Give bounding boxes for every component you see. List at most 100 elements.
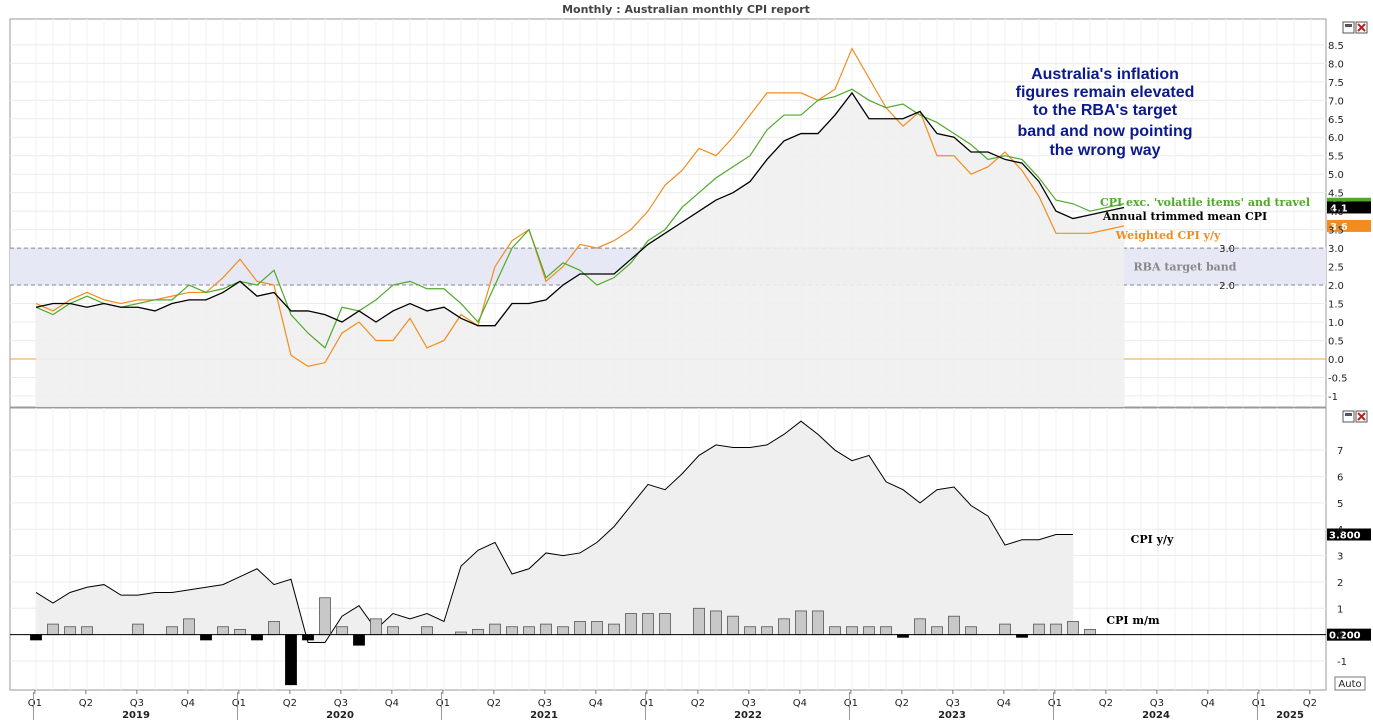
y-tick-label: 3: [1337, 552, 1343, 563]
y-tick-label: 5.0: [1328, 170, 1344, 181]
x-tick-quarter: Q2: [283, 698, 297, 709]
x-tick-quarter: Q4: [181, 698, 195, 709]
cpi-mm-bar: [863, 626, 875, 636]
last-value-badge-weighted: [1327, 219, 1371, 232]
cpi-mm-bar: [1033, 623, 1045, 636]
x-tick-quarter: Q1: [232, 698, 246, 709]
cpi-mm-bar: [506, 626, 518, 636]
x-tick-quarter: Q2: [1099, 698, 1113, 709]
cpi-yy-area: [36, 421, 1073, 643]
y-tick-label: -1: [1337, 657, 1347, 668]
cpi-mm-bar: [744, 626, 756, 636]
series-label-weighted: Weighted CPI y/y: [1115, 229, 1221, 242]
cpi-mm-bar: [353, 634, 365, 646]
chart-title: Monthly : Australian monthly CPI report: [562, 3, 810, 16]
cpi-mm-bar: [948, 615, 960, 636]
x-tick-quarter: Q4: [997, 698, 1011, 709]
cpi-mm-bar: [64, 626, 76, 636]
cpi-mm-bar: [1067, 621, 1079, 636]
cpi-mm-bar: [557, 626, 569, 636]
cpi-mm-bar: [846, 626, 858, 636]
y-tick-label: 0.0: [1328, 355, 1344, 366]
x-tick-year: 2022: [734, 710, 762, 721]
cpi-mm-bar: [710, 610, 722, 636]
x-tick-year: 2025: [1276, 710, 1304, 721]
x-tick-year: 2023: [938, 710, 966, 721]
last-value-badge-cpi-yy: [1327, 528, 1371, 541]
y-axes: 8.5 8.0 7.5 7.0 6.5 6.0 5.5 5.0 4.5 4.0 3.5 3.0 2.5 2…: [1328, 41, 1348, 668]
x-tick-year: 2021: [530, 710, 558, 721]
cpi-mm-bar: [608, 623, 620, 636]
cpi-mm-bar: [1084, 628, 1096, 636]
close-icon[interactable]: [1355, 410, 1368, 423]
y-tick-label: 3.5: [1328, 226, 1344, 237]
cpi-mm-bar: [659, 613, 671, 636]
annotation-line: the wrong way: [1049, 142, 1160, 159]
cpi-mm-bar: [1050, 623, 1062, 636]
y-tick-label: -1: [1328, 392, 1338, 403]
y-tick-label: 4.0: [1328, 207, 1344, 218]
cpi-mm-bar: [931, 626, 943, 636]
maximize-icon[interactable]: [1342, 21, 1355, 34]
cpi-mm-bar: [268, 621, 280, 636]
x-tick-quarter: Q4: [793, 698, 807, 709]
band-label: RBA target band: [1134, 261, 1237, 274]
cpi-mm-bar: [727, 615, 739, 636]
upper-series: 3.0 2.0 RBA target band Weighted CPI y/y 3.6…: [10, 47, 1371, 408]
series-line-trimmed: [35, 91, 1125, 327]
y-tick-label: 6.5: [1328, 115, 1344, 126]
cpi-mm-bar: [81, 626, 93, 636]
annotation-line: figures remain elevated: [1016, 84, 1195, 101]
cpi-mm-bar: [642, 613, 654, 636]
cpi-mm-bar: [999, 623, 1011, 636]
cpi-mm-bar: [489, 623, 501, 636]
y-tick-label: 1.5: [1328, 300, 1344, 311]
annotation-line: to the RBA's target: [1033, 102, 1178, 119]
x-tick-quarter: Q3: [946, 698, 960, 709]
x-tick-quarter: Q4: [385, 698, 399, 709]
x-tick-quarter: Q4: [589, 698, 603, 709]
y-tick-label: -0.5: [1328, 373, 1348, 384]
upper-panel-controls: [1342, 21, 1368, 34]
y-tick-label: 4: [1337, 525, 1343, 536]
lower-series: CPI y/y CPI m/m 3.800 0.200: [10, 420, 1371, 686]
y-tick-label: 8.5: [1328, 41, 1344, 52]
x-tick-quarter: Q1: [1252, 698, 1266, 709]
cpi-yy-line: [35, 420, 1073, 644]
x-tick-quarter: Q3: [538, 698, 552, 709]
cpi-mm-bar: [166, 626, 178, 636]
x-tick-quarter: Q1: [28, 698, 42, 709]
x-tick-year: 2019: [122, 710, 150, 721]
cpi-mm-bar: [251, 634, 263, 641]
cpi-mm-bar: [693, 607, 705, 636]
cpi-mm-bar: [523, 626, 535, 636]
series-label-trimmed: Annual trimmed mean CPI: [1102, 210, 1267, 223]
cpi-mm-bar: [761, 626, 773, 636]
trimmed-area: [36, 92, 1124, 408]
cpi-mm-bar: [217, 626, 229, 636]
y-tick-label: 1.0: [1328, 318, 1344, 329]
y-tick-label: 8.0: [1328, 59, 1344, 70]
annotation-line: band and now pointing: [1017, 123, 1192, 140]
y-tick-label: 2: [1337, 578, 1343, 589]
cpi-mm-bar: [574, 621, 586, 636]
cpi-mm-bar: [319, 597, 331, 636]
maximize-icon[interactable]: [1342, 410, 1355, 423]
cpi-mm-label: CPI m/m: [1106, 614, 1160, 627]
close-icon[interactable]: [1355, 21, 1368, 34]
x-tick-quarter: Q3: [334, 698, 348, 709]
series-line-volatile: [35, 88, 1125, 349]
y-tick-label: 0: [1337, 631, 1343, 642]
y-tick-label: 7.0: [1328, 96, 1344, 107]
last-value-badge-trimmed: [1327, 201, 1371, 214]
cpi-mm-bar: [795, 610, 807, 636]
cpi-mm-bar: [421, 626, 433, 636]
auto-scale-button[interactable]: Auto: [1334, 676, 1366, 691]
x-tick-quarter: Q2: [487, 698, 501, 709]
lower-panel-controls: [1342, 410, 1368, 423]
series-line-weighted: [35, 47, 1125, 367]
cpi-yy-label: CPI y/y: [1131, 533, 1174, 546]
y-tick-label: 6: [1337, 473, 1343, 484]
cpi-mm-bar: [625, 613, 637, 636]
auto-scale-label[interactable]: Auto: [1338, 679, 1361, 690]
